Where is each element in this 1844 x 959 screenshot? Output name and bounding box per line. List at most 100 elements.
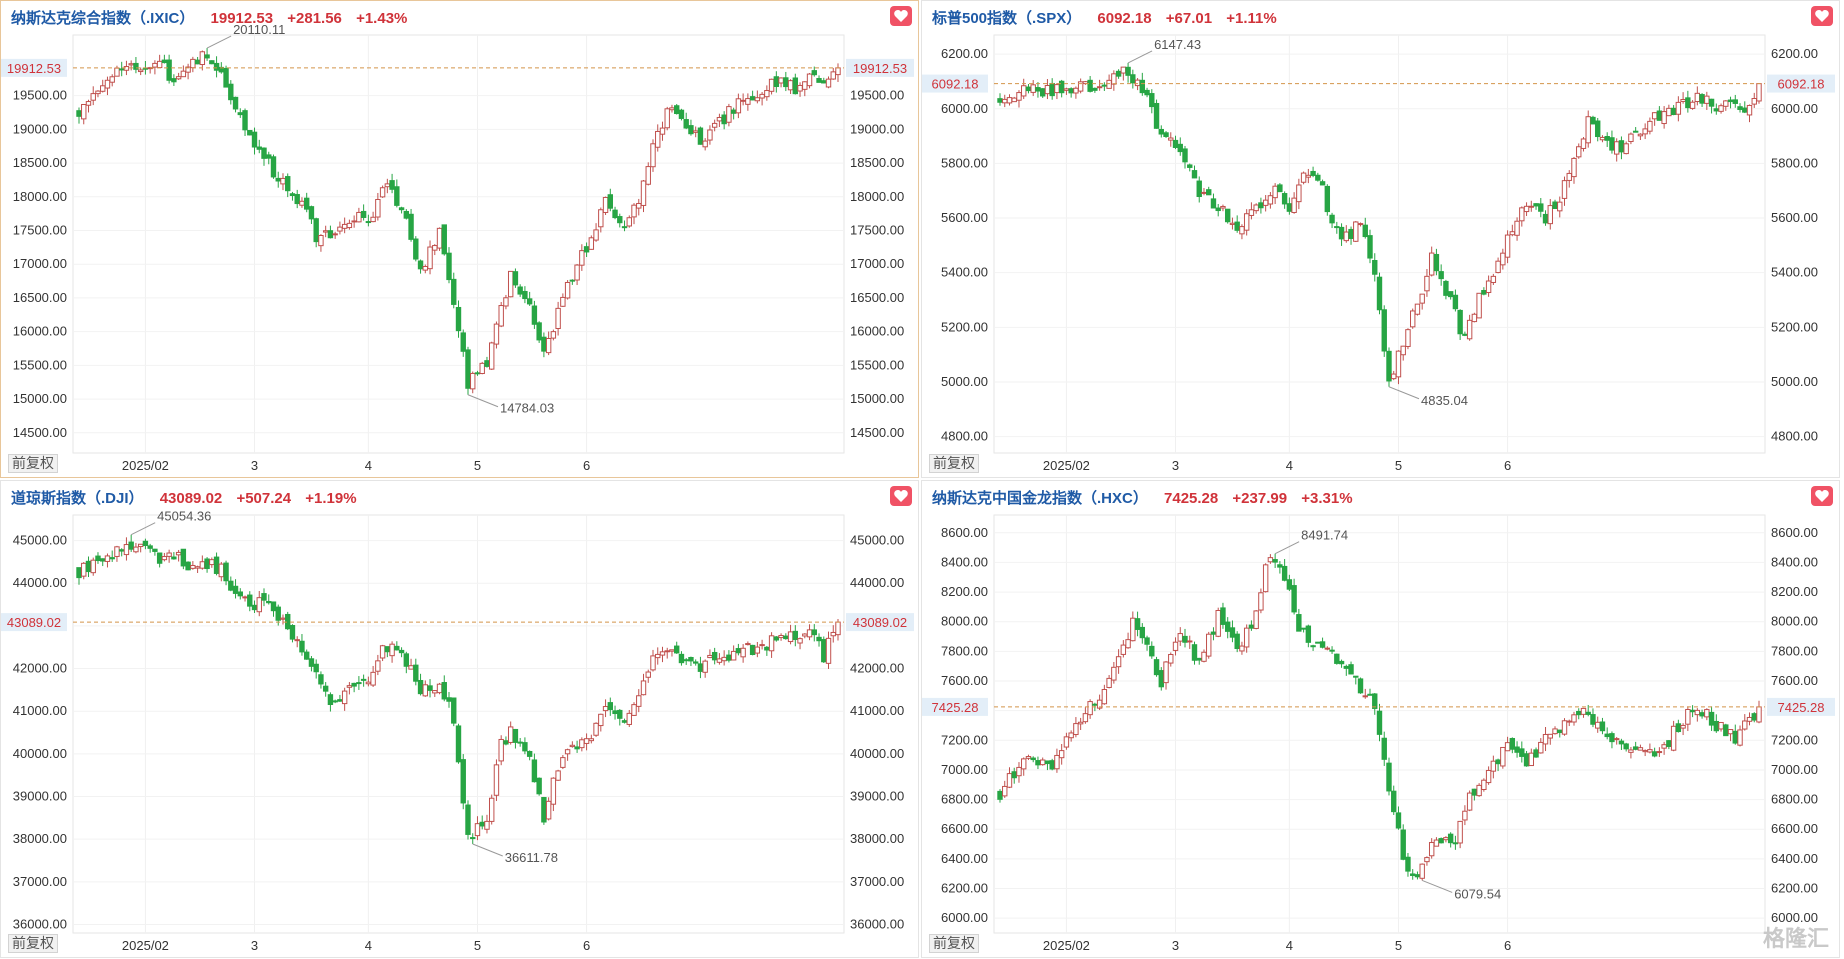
x-tick-label: 5: [474, 458, 481, 473]
candle: [1201, 188, 1207, 196]
candle: [351, 682, 357, 693]
y-tick-label-left: 40000.00: [13, 746, 67, 761]
candle-body: [1149, 93, 1155, 108]
candle: [997, 93, 1003, 106]
candle: [1002, 94, 1008, 108]
candle: [583, 733, 590, 751]
candle-body: [550, 331, 557, 339]
candle-body: [631, 204, 637, 218]
candle: [266, 151, 272, 165]
candle: [118, 548, 125, 557]
candle: [659, 121, 666, 141]
candle: [299, 634, 305, 656]
candle: [1476, 783, 1482, 797]
candle: [1258, 588, 1264, 614]
candlestick-chart[interactable]: 36000.00 36000.00 37000.00 37000.00 38000.00…: [1, 481, 920, 959]
candle-body: [137, 543, 144, 548]
chart-panel-spx[interactable]: 4800.00 4800.00 5000.00 5000.00 5200.00 5200.…: [921, 0, 1840, 478]
adjust-mode-button[interactable]: 前复权: [8, 934, 58, 953]
candle: [1030, 80, 1036, 97]
candle: [669, 104, 675, 113]
candle-body: [1504, 234, 1511, 258]
high-annotation-line: [130, 522, 156, 536]
candle: [1016, 762, 1022, 783]
favorite-heart-icon[interactable]: [890, 486, 912, 506]
candle-body: [427, 685, 433, 691]
candle: [697, 126, 704, 145]
candle-body: [1030, 757, 1036, 761]
candle-body: [1433, 839, 1440, 847]
candle-body: [304, 651, 310, 660]
candle: [659, 646, 666, 663]
candle: [166, 54, 172, 84]
candle: [778, 77, 784, 88]
index-name: 标普500指数（.SPX）: [932, 10, 1082, 27]
candle-body: [645, 166, 651, 185]
candle: [598, 713, 604, 732]
candle-body: [422, 684, 428, 697]
candle-body: [1661, 111, 1667, 125]
candle-body: [678, 109, 685, 119]
candle-body: [507, 726, 514, 743]
candle-body: [564, 281, 571, 299]
candle-body: [413, 238, 419, 260]
candle: [531, 300, 538, 329]
candle-body: [692, 130, 699, 133]
candlestick-chart[interactable]: 6000.00 6000.00 6200.00 6200.00 6400.00 6400.…: [922, 481, 1841, 959]
candle: [1533, 203, 1539, 210]
favorite-heart-icon[interactable]: [1811, 486, 1833, 506]
candlestick-chart[interactable]: 4800.00 4800.00 5000.00 5000.00 5200.00 5200.…: [922, 1, 1841, 479]
candle-body: [1647, 749, 1653, 753]
chart-panel-nasdaq[interactable]: 14500.00 14500.00 15000.00 15000.00 15500.00…: [0, 0, 919, 478]
candle-body: [550, 777, 557, 805]
candle: [821, 77, 827, 84]
candle-body: [1723, 100, 1729, 107]
candle-body: [1405, 856, 1411, 872]
index-pct: +1.11%: [1226, 10, 1277, 27]
candle-body: [408, 665, 414, 670]
candle-body: [1068, 88, 1074, 94]
chart-panel-hxc[interactable]: 6000.00 6000.00 6200.00 6200.00 6400.00 6400.…: [921, 480, 1840, 958]
index-change: +281.56: [287, 10, 342, 27]
candle-body: [1528, 205, 1534, 208]
candle-body: [223, 67, 229, 88]
adjust-mode-button[interactable]: 前复权: [8, 454, 58, 473]
candle-body: [621, 226, 628, 229]
candle-body: [1689, 709, 1696, 713]
candle-body: [1713, 108, 1720, 112]
candle: [745, 641, 751, 646]
candle-body: [356, 682, 362, 685]
candle-body: [337, 699, 343, 702]
chart-panel-dji[interactable]: 36000.00 36000.00 37000.00 37000.00 38000.00…: [0, 480, 919, 958]
candle-body: [1225, 208, 1231, 223]
candle: [1557, 196, 1563, 218]
candle-body: [1732, 730, 1738, 744]
candle-body: [517, 741, 523, 744]
candle-body: [512, 271, 519, 286]
candle: [1708, 98, 1715, 114]
candle-body: [85, 560, 92, 573]
candle-body: [655, 130, 661, 148]
candle: [489, 341, 495, 370]
candle-body: [498, 738, 504, 762]
candle: [408, 208, 414, 242]
favorite-heart-icon[interactable]: [890, 6, 912, 26]
candle-body: [232, 585, 239, 594]
y-tick-label-right: 16500.00: [850, 290, 904, 305]
adjust-mode-button[interactable]: 前复权: [929, 454, 979, 473]
candle-body: [493, 764, 500, 796]
candle-body: [356, 211, 362, 223]
candle-body: [1680, 99, 1686, 102]
candle-body: [85, 101, 92, 106]
favorite-heart-icon[interactable]: [1811, 6, 1833, 26]
adjust-mode-button[interactable]: 前复权: [929, 934, 979, 953]
candlestick-chart[interactable]: 14500.00 14500.00 15000.00 15000.00 15500.00…: [1, 1, 920, 479]
candle-body: [152, 548, 158, 552]
candle: [678, 651, 685, 666]
candle-body: [436, 683, 443, 694]
candle: [356, 676, 362, 690]
candle: [1315, 172, 1321, 182]
candle-body: [1044, 85, 1051, 95]
x-tick-label: 6: [1504, 938, 1511, 953]
candle-body: [451, 278, 457, 305]
